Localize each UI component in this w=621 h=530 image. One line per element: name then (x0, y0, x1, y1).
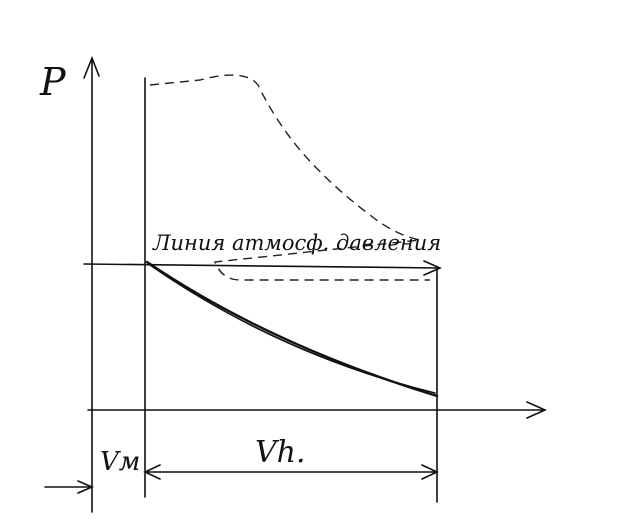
vh-label: Vh. (255, 435, 306, 470)
pressure-curve (145, 260, 439, 398)
atmospheric-annotation: Линия атмосф. давления (152, 231, 441, 255)
v-axis (87, 401, 547, 419)
atmospheric-line (83, 260, 442, 276)
p-axis (83, 55, 100, 513)
vm-dimension (44, 480, 95, 494)
vh-dimension (143, 464, 439, 480)
p-label: P (39, 60, 67, 104)
pressure-curve-2 (149, 264, 436, 394)
vm-label: Vм (100, 447, 140, 477)
indicator-curve (149, 74, 430, 281)
